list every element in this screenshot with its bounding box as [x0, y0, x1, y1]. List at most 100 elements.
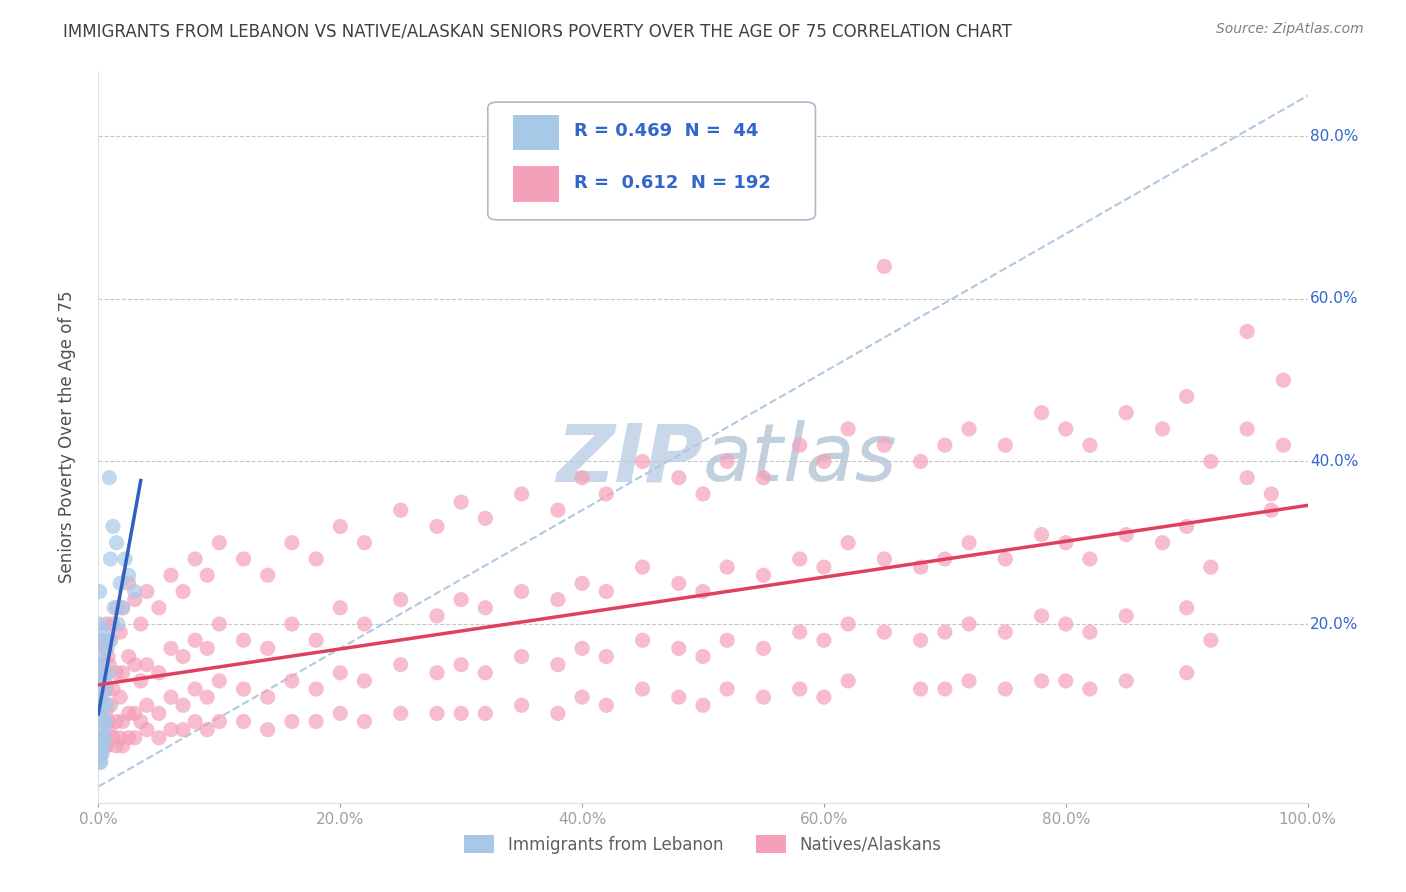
Point: [813, 560, 835, 574]
Point: [148, 600, 170, 615]
Point: [90, 739, 112, 753]
Point: [256, 690, 278, 705]
Point: [135, 584, 157, 599]
Point: [114, 552, 136, 566]
Text: Source: ZipAtlas.com: Source: ZipAtlas.com: [1216, 22, 1364, 37]
Point: [994, 625, 1017, 640]
Point: [124, 731, 146, 745]
Point: [256, 641, 278, 656]
Point: [101, 681, 124, 696]
Point: [837, 535, 859, 549]
Point: [111, 600, 134, 615]
Point: [101, 731, 124, 745]
Point: [631, 681, 654, 696]
Point: [571, 690, 593, 705]
Point: [934, 681, 956, 696]
Point: [1260, 487, 1282, 501]
Point: [100, 633, 122, 648]
Point: [89, 690, 111, 705]
Point: [195, 641, 218, 656]
Point: [208, 714, 231, 729]
Point: [105, 665, 128, 680]
Point: [184, 714, 207, 729]
Point: [1175, 600, 1198, 615]
Point: [91, 723, 114, 737]
Point: [98, 723, 121, 737]
Point: [108, 576, 131, 591]
Point: [1054, 617, 1077, 632]
Point: [1152, 535, 1174, 549]
Point: [873, 552, 896, 566]
Point: [90, 747, 112, 761]
Point: [1115, 608, 1137, 623]
Point: [389, 592, 412, 607]
Point: [108, 690, 131, 705]
Point: [111, 739, 134, 753]
Text: 40.0%: 40.0%: [1310, 454, 1358, 469]
Point: [129, 714, 152, 729]
Point: [474, 665, 496, 680]
Point: [91, 698, 114, 713]
Point: [208, 617, 231, 632]
Point: [957, 535, 980, 549]
Point: [232, 681, 254, 696]
Point: [1175, 389, 1198, 403]
Point: [547, 503, 569, 517]
Point: [232, 552, 254, 566]
Point: [1236, 422, 1258, 436]
Point: [281, 673, 304, 688]
Point: [353, 714, 375, 729]
Point: [752, 690, 775, 705]
Point: [91, 633, 114, 648]
Point: [96, 698, 118, 713]
Point: [957, 422, 980, 436]
Point: [426, 706, 449, 721]
Point: [89, 584, 111, 599]
Point: [1115, 527, 1137, 541]
Point: [837, 422, 859, 436]
Point: [91, 714, 114, 729]
Point: [837, 673, 859, 688]
Point: [93, 625, 115, 640]
Text: ZIP: ZIP: [555, 420, 703, 498]
Point: [124, 706, 146, 721]
Point: [111, 714, 134, 729]
Point: [716, 681, 738, 696]
Point: [934, 625, 956, 640]
Point: [716, 560, 738, 574]
Text: 80.0%: 80.0%: [1310, 128, 1358, 144]
Point: [111, 665, 134, 680]
Point: [160, 568, 183, 582]
Point: [668, 576, 690, 591]
Point: [101, 519, 124, 533]
Point: [873, 625, 896, 640]
Point: [450, 657, 472, 672]
Point: [195, 690, 218, 705]
Point: [450, 706, 472, 721]
Point: [1199, 560, 1222, 574]
Point: [1175, 665, 1198, 680]
Point: [1272, 438, 1295, 452]
Y-axis label: Seniors Poverty Over the Age of 75: Seniors Poverty Over the Age of 75: [58, 291, 76, 583]
Point: [329, 665, 352, 680]
Point: [716, 633, 738, 648]
Point: [1199, 454, 1222, 468]
Point: [100, 552, 122, 566]
Text: IMMIGRANTS FROM LEBANON VS NATIVE/ALASKAN SENIORS POVERTY OVER THE AGE OF 75 COR: IMMIGRANTS FROM LEBANON VS NATIVE/ALASKA…: [63, 22, 1012, 40]
Point: [1115, 406, 1137, 420]
Point: [160, 641, 183, 656]
Point: [631, 633, 654, 648]
FancyBboxPatch shape: [488, 102, 815, 219]
Point: [91, 690, 114, 705]
Point: [184, 552, 207, 566]
Point: [89, 747, 111, 761]
Point: [510, 584, 533, 599]
Point: [1260, 503, 1282, 517]
Point: [1031, 673, 1053, 688]
Point: [474, 511, 496, 525]
Point: [873, 438, 896, 452]
Point: [1054, 673, 1077, 688]
Point: [281, 714, 304, 729]
Point: [97, 665, 120, 680]
Point: [172, 698, 194, 713]
